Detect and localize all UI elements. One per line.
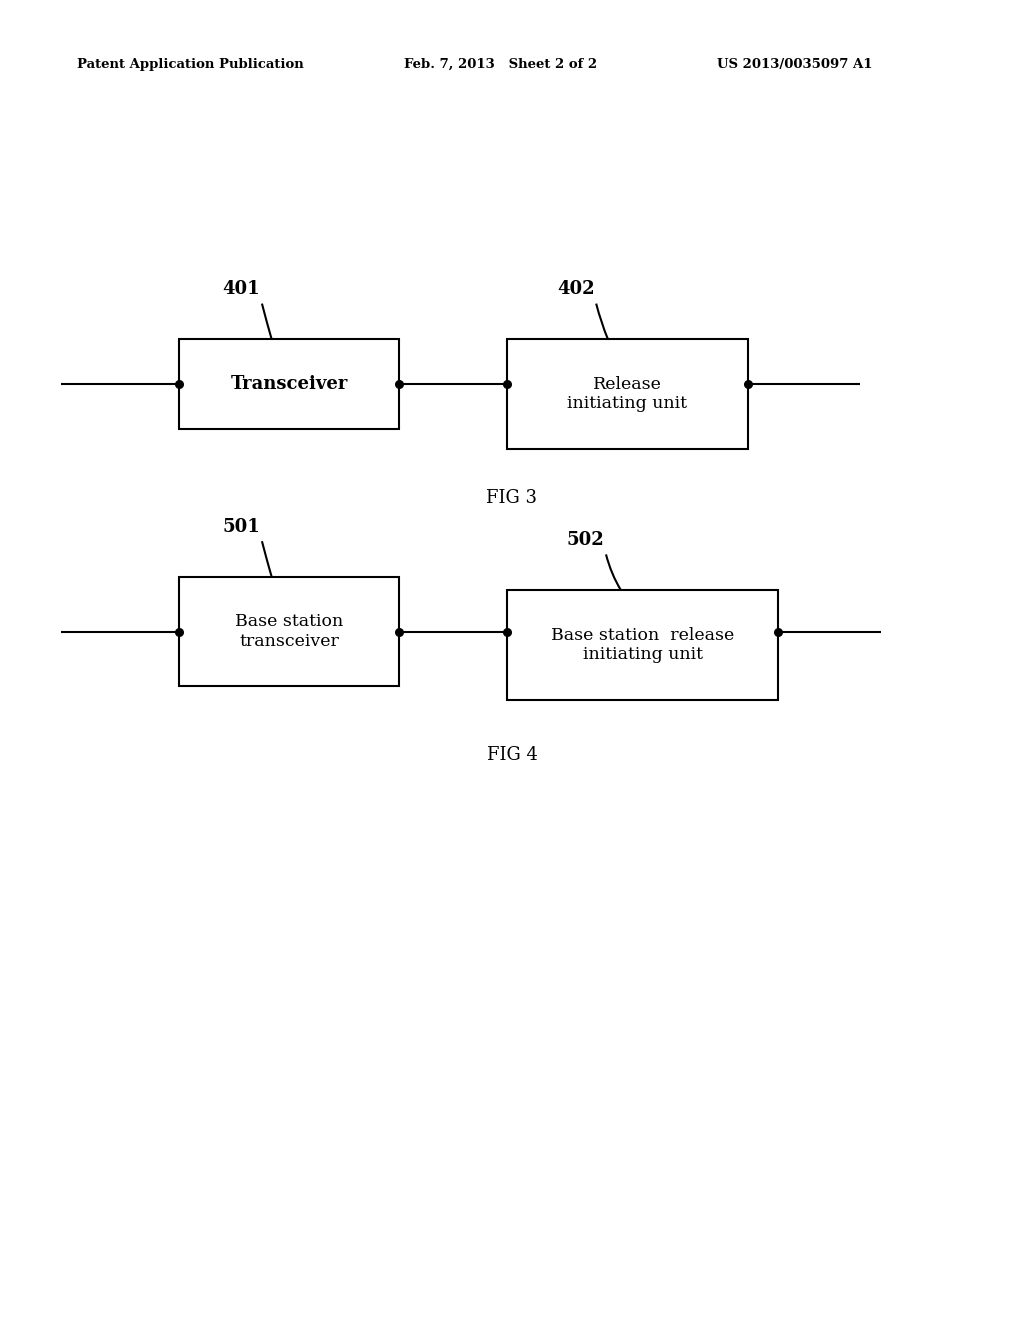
Text: 401: 401 <box>222 280 260 298</box>
Text: FIG 3: FIG 3 <box>486 488 538 507</box>
Bar <box>507 339 748 449</box>
Text: 501: 501 <box>222 517 260 536</box>
Text: Release
initiating unit: Release initiating unit <box>567 376 687 412</box>
Text: Base station
transceiver: Base station transceiver <box>236 614 343 649</box>
Bar <box>179 339 399 429</box>
Text: Feb. 7, 2013   Sheet 2 of 2: Feb. 7, 2013 Sheet 2 of 2 <box>404 58 598 71</box>
Text: Base station  release
initiating unit: Base station release initiating unit <box>551 627 734 663</box>
Text: 502: 502 <box>566 531 604 549</box>
Text: FIG 4: FIG 4 <box>486 746 538 764</box>
Bar <box>507 590 778 700</box>
Bar <box>179 577 399 686</box>
Text: 402: 402 <box>557 280 595 298</box>
Text: Patent Application Publication: Patent Application Publication <box>77 58 303 71</box>
Text: US 2013/0035097 A1: US 2013/0035097 A1 <box>717 58 872 71</box>
Text: Transceiver: Transceiver <box>230 375 348 393</box>
